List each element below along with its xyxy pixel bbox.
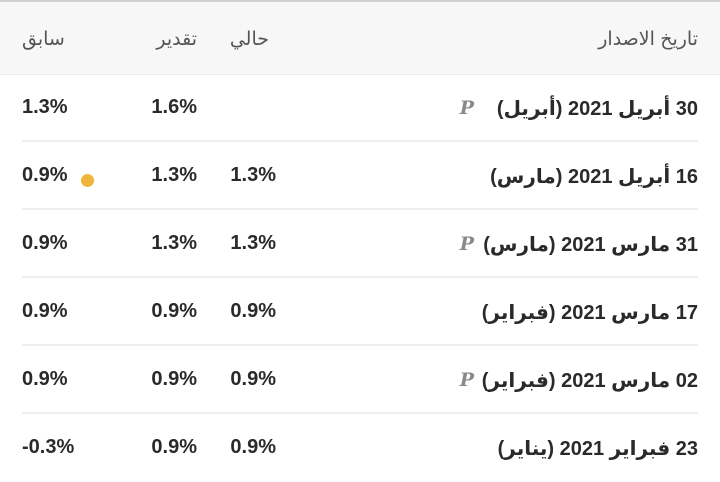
table-row[interactable]: 17 مارس 2021 (فبراير) 0.9% 0.9% 0.9% <box>0 278 720 346</box>
preliminary-icon: P <box>459 97 474 119</box>
table-row[interactable]: 31 مارس 2021 (مارس) P 1.3% 1.3% 0.9% <box>0 210 720 278</box>
forecast-value: 1.3% <box>151 232 197 254</box>
table-row[interactable]: 23 فبراير 2021 (يناير) 0.9% 0.9% -0.3% <box>0 414 720 482</box>
preliminary-icon: P <box>459 233 474 255</box>
previous-value: 0.9% <box>22 368 68 390</box>
table-header: تاريخ الاصدار حالي تقدير سابق <box>0 2 720 75</box>
header-release-date: تاريخ الاصدار <box>598 29 698 50</box>
release-date: 30 أبريل 2021 (أبريل) <box>496 98 698 120</box>
forecast-value: 1.3% <box>151 164 197 186</box>
row-divider <box>22 344 698 346</box>
forecast-value: 0.9% <box>151 436 197 458</box>
actual-value: 1.3% <box>230 232 276 254</box>
release-date: 31 مارس 2021 (مارس) <box>483 234 698 256</box>
header-previous: سابق <box>22 29 65 50</box>
previous-value: -0.3% <box>22 436 75 458</box>
table-row[interactable]: 02 مارس 2021 (فبراير) P 0.9% 0.9% 0.9% <box>0 346 720 414</box>
forecast-value: 0.9% <box>151 300 197 322</box>
previous-value: 0.9% <box>22 232 68 254</box>
release-date: 23 فبراير 2021 (يناير) <box>497 438 698 460</box>
forecast-value: 0.9% <box>151 368 197 390</box>
row-divider <box>22 140 698 142</box>
previous-value: 0.9% <box>22 300 68 322</box>
actual-value: 0.9% <box>230 436 276 458</box>
header-forecast: تقدير <box>156 29 197 50</box>
row-divider <box>22 412 698 414</box>
release-date: 16 أبريل 2021 (مارس) <box>490 166 698 188</box>
table-row[interactable]: 16 أبريل 2021 (مارس) 1.3% 1.3% 0.9% <box>0 142 720 210</box>
row-divider <box>22 208 698 210</box>
actual-value: 0.9% <box>230 368 276 390</box>
previous-value: 0.9% <box>22 164 68 186</box>
row-divider <box>22 276 698 278</box>
table-row[interactable]: 30 أبريل 2021 (أبريل) P 1.6% 1.3% <box>0 74 720 142</box>
header-actual: حالي <box>229 29 269 50</box>
actual-value: 0.9% <box>230 300 276 322</box>
release-date: 02 مارس 2021 (فبراير) <box>481 370 698 392</box>
previous-value: 1.3% <box>22 96 68 118</box>
revised-dot-icon <box>81 174 94 187</box>
forecast-value: 1.6% <box>151 96 197 118</box>
actual-value: 1.3% <box>230 164 276 186</box>
preliminary-icon: P <box>459 369 474 391</box>
release-date: 17 مارس 2021 (فبراير) <box>481 302 698 324</box>
top-border <box>0 0 720 2</box>
